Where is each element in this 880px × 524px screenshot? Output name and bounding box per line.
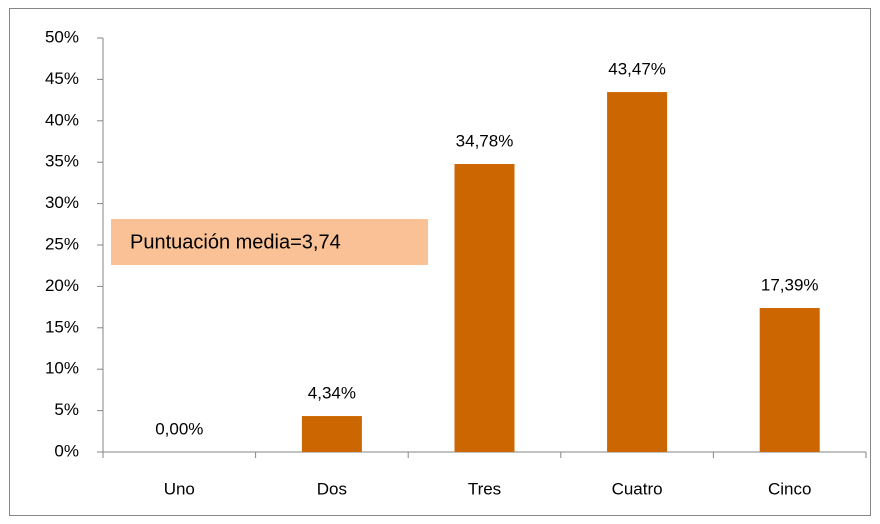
y-tick-label: 25% bbox=[45, 234, 79, 253]
y-tick-label: 20% bbox=[45, 276, 79, 295]
x-tick-label: Tres bbox=[468, 479, 501, 498]
y-tick-label: 40% bbox=[45, 110, 79, 129]
data-label: 0,00% bbox=[155, 419, 203, 438]
annotation: Puntuación media=3,74 bbox=[130, 231, 341, 253]
data-label: 17,39% bbox=[761, 275, 819, 294]
x-tick-label: Cuatro bbox=[612, 479, 663, 498]
data-label: 4,34% bbox=[308, 384, 356, 403]
bar bbox=[759, 308, 820, 452]
y-tick-label: 15% bbox=[45, 317, 79, 336]
y-tick-label: 30% bbox=[45, 193, 79, 212]
y-tick-label: 45% bbox=[45, 69, 79, 88]
y-tick-label: 10% bbox=[45, 359, 79, 378]
data-label: 34,78% bbox=[456, 132, 514, 151]
y-tick-label: 5% bbox=[54, 400, 79, 419]
annotation-box bbox=[111, 219, 428, 265]
x-tick-label: Dos bbox=[317, 479, 347, 498]
x-tick-label: Cinco bbox=[768, 479, 811, 498]
bar bbox=[454, 164, 515, 452]
data-label: 43,47% bbox=[608, 60, 666, 79]
y-tick-label: 50% bbox=[45, 27, 79, 46]
y-tick-label: 35% bbox=[45, 152, 79, 171]
bar bbox=[301, 416, 362, 452]
bar bbox=[607, 92, 668, 453]
y-tick-label: 0% bbox=[54, 441, 79, 460]
x-tick-label: Uno bbox=[164, 479, 195, 498]
